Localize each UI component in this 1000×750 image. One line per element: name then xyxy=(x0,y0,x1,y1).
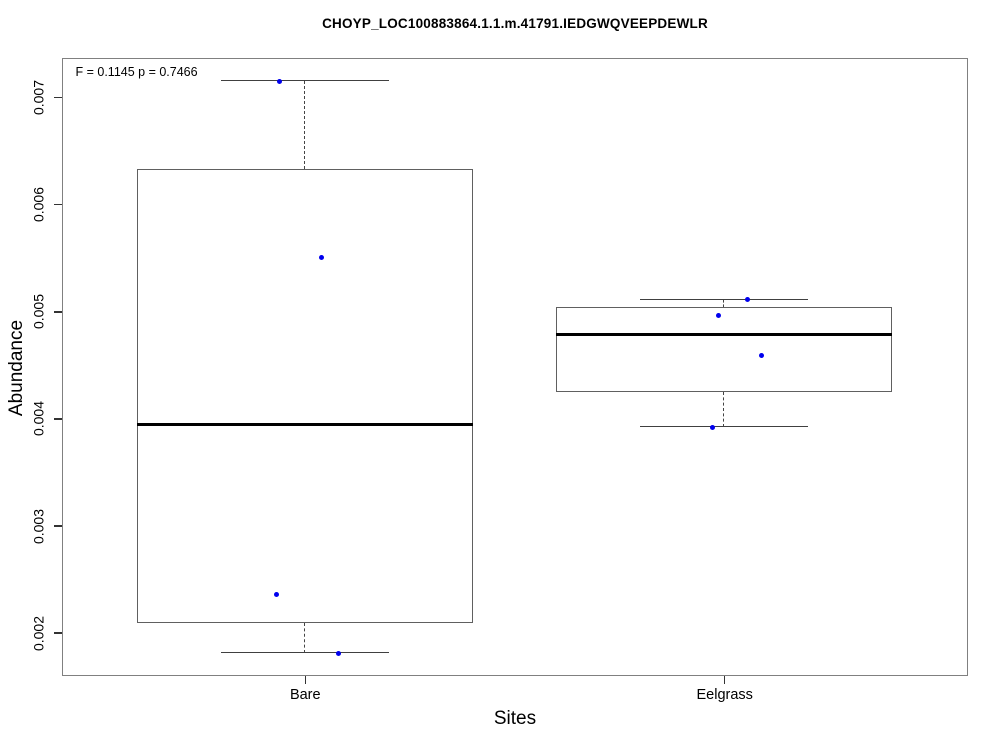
y-tick-label: 0.006 xyxy=(30,187,47,223)
y-tick-label: 0.007 xyxy=(30,80,47,116)
plot-area: F = 0.1145 p = 0.7466 xyxy=(62,58,968,676)
data-point xyxy=(335,650,341,656)
y-tick-mark xyxy=(54,525,62,527)
boxplot-box xyxy=(137,168,473,623)
x-tick-mark xyxy=(723,676,726,684)
whisker-line-upper xyxy=(304,81,306,169)
y-axis-label: Abundance xyxy=(6,319,27,417)
y-tick-mark xyxy=(54,632,62,634)
whisker-line-lower xyxy=(304,623,306,653)
data-point xyxy=(715,313,721,319)
x-tick-label: Eelgrass xyxy=(696,687,753,703)
chart-title: CHOYP_LOC100883864.1.1.m.41791.IEDGWQVEE… xyxy=(322,16,708,31)
data-point xyxy=(277,78,283,84)
whisker-cap-upper xyxy=(220,80,389,82)
whisker-cap-lower xyxy=(640,426,809,428)
y-tick-mark xyxy=(54,96,62,99)
data-point xyxy=(745,297,751,303)
y-tick-label: 0.003 xyxy=(30,508,47,544)
y-tick-mark xyxy=(54,418,62,420)
x-axis-label: Sites xyxy=(493,708,537,729)
y-tick-mark xyxy=(54,203,62,206)
whisker-line-lower xyxy=(723,391,725,427)
y-tick-label: 0.002 xyxy=(30,615,47,651)
data-point xyxy=(709,424,715,430)
data-point xyxy=(319,255,325,261)
median-line xyxy=(556,333,892,337)
whisker-cap-upper xyxy=(640,298,809,300)
y-tick-label: 0.004 xyxy=(30,401,47,437)
data-point xyxy=(274,591,280,597)
boxplot-box xyxy=(556,307,892,392)
whisker-cap-lower xyxy=(220,652,389,654)
median-line xyxy=(137,423,473,427)
whisker-line-upper xyxy=(723,299,725,308)
stat-annotation: F = 0.1145 p = 0.7466 xyxy=(75,64,198,79)
x-tick-mark xyxy=(304,676,307,684)
y-tick-mark xyxy=(54,311,62,313)
y-tick-label: 0.005 xyxy=(30,294,47,330)
data-point xyxy=(759,352,765,358)
x-tick-label: Bare xyxy=(289,687,321,703)
plot-layer: F = 0.1145 p = 0.7466 xyxy=(62,58,968,676)
